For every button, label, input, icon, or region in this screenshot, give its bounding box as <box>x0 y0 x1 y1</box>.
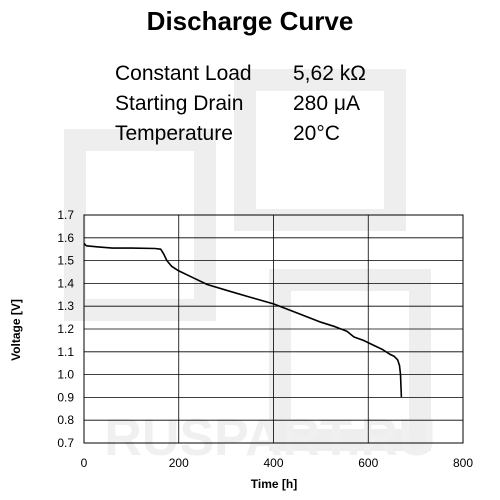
y-tick-label: 0.7 <box>57 436 74 450</box>
y-tick-labels: 0.7 0.8 0.9 1.0 1.1 1.2 1.3 1.4 1.5 1.6 1.7 <box>57 208 74 450</box>
x-tick-label: 600 <box>358 456 378 470</box>
y-tick-label: 1.2 <box>57 322 74 336</box>
y-tick-label: 1.7 <box>57 208 74 222</box>
page-title: Discharge Curve <box>146 6 354 36</box>
y-tick-label: 1.4 <box>57 276 74 290</box>
plot-area-frame <box>83 214 464 444</box>
x-tick-labels: 0 200 400 600 800 <box>81 456 474 470</box>
x-tick-label: 0 <box>81 456 88 470</box>
y-tick-label: 1.6 <box>57 231 74 245</box>
y-tick-label: 1.0 <box>57 368 74 382</box>
parameter-label: Constant Load <box>115 62 252 85</box>
y-tick-label: 1.3 <box>57 299 74 313</box>
parameter-value: 280 μA <box>293 92 360 115</box>
y-tick-label: 1.5 <box>57 254 74 268</box>
parameter-label: Starting Drain <box>115 92 244 115</box>
x-tick-label: 200 <box>169 456 189 470</box>
y-tick-label: 1.1 <box>57 345 74 359</box>
x-axis-label: Time [h] <box>251 477 297 491</box>
y-tick-label: 0.9 <box>57 390 74 404</box>
x-tick-label: 400 <box>263 456 283 470</box>
y-axis-label: Voltage [V] <box>9 299 23 361</box>
parameter-label: Temperature <box>115 122 233 145</box>
x-tick-label: 800 <box>453 456 473 470</box>
grid <box>83 214 464 444</box>
series <box>83 242 403 398</box>
watermark-text: RUSPART.RU <box>104 409 435 467</box>
parameter-value: 5,62 kΩ <box>293 62 366 85</box>
discharge-line <box>83 242 403 398</box>
parameter-value: 20°C <box>293 122 340 145</box>
y-tick-label: 0.8 <box>57 413 74 427</box>
